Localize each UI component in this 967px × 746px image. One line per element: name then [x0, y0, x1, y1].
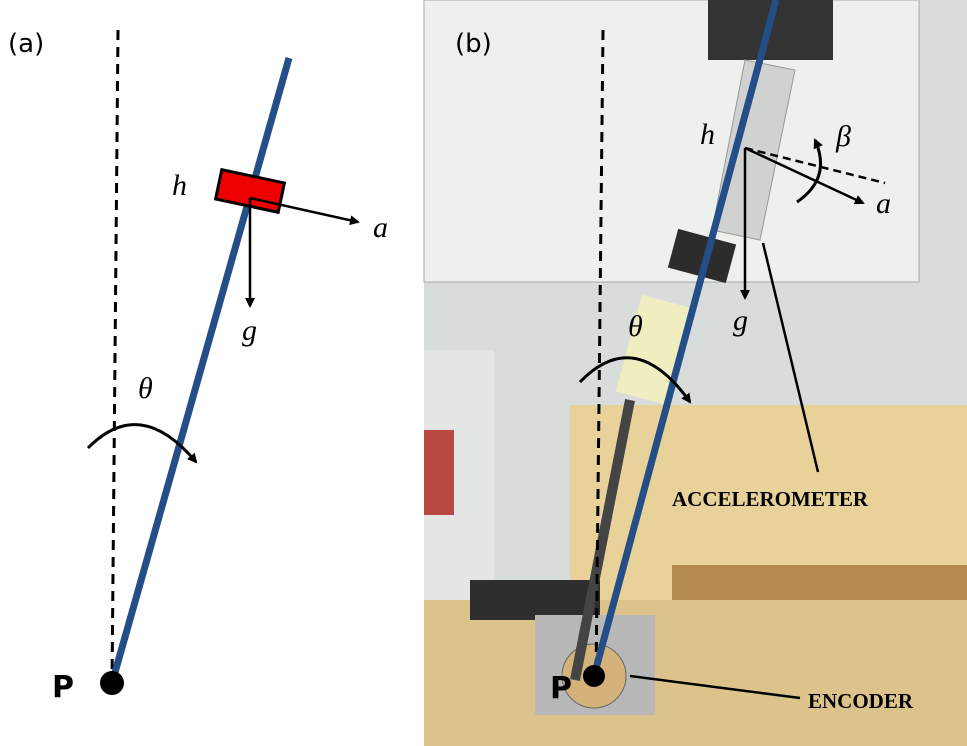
encoder-label: ENCODER	[808, 689, 914, 713]
h-label: h	[172, 169, 187, 202]
pivot-label: P	[550, 671, 572, 706]
beta-label: β	[835, 120, 851, 153]
red-object	[424, 430, 454, 515]
wooden-plank	[672, 565, 967, 605]
pivot-dot	[583, 665, 605, 687]
panel-label: (b)	[455, 29, 492, 59]
a-label: a	[876, 187, 891, 220]
pivot-label: P	[52, 670, 74, 705]
table	[424, 600, 967, 746]
panel-label: (a)	[8, 29, 44, 59]
accelerometer-label: ACCELEROMETER	[672, 487, 869, 511]
theta-label: θ	[628, 310, 643, 343]
pendulum-rod	[112, 58, 289, 683]
a-label: a	[373, 211, 388, 244]
vertical-reference	[112, 30, 118, 683]
figure: (a) h a g θ P	[0, 0, 967, 746]
theta-label: θ	[138, 372, 153, 405]
g-label: g	[242, 314, 257, 347]
panel-a: (a) h a g θ P	[8, 29, 388, 705]
clamp	[470, 580, 600, 620]
h-label: h	[700, 118, 715, 151]
panel-b: (b) h β a g θ P ACCELEROMETER ENCODER	[424, 0, 967, 746]
g-label: g	[733, 304, 748, 337]
pivot-dot	[100, 671, 124, 695]
